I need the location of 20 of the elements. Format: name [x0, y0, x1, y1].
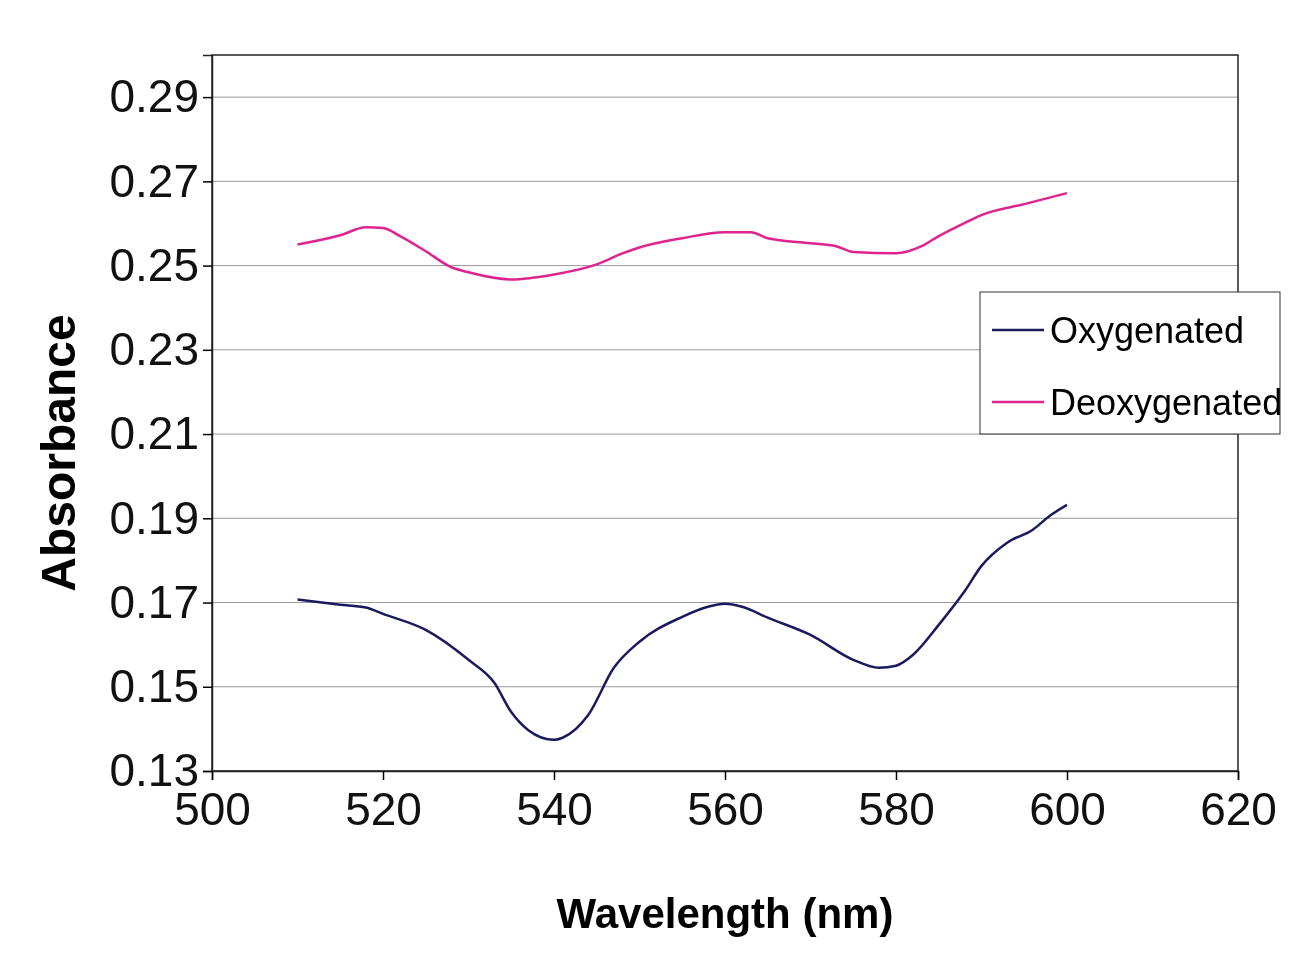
x-axis-title: Wavelength (nm)	[556, 890, 894, 937]
line-series	[296, 503, 1069, 742]
y-tick-label: 0.27	[109, 154, 199, 207]
y-tick-label: 0.17	[109, 575, 199, 628]
x-tick-label: 560	[687, 782, 764, 835]
x-tick-label: 600	[1029, 782, 1106, 835]
y-tick-label: 0.19	[109, 491, 199, 544]
x-tick-label: 540	[516, 782, 593, 835]
x-tick-label: 580	[858, 782, 935, 835]
y-tick-label: 0.21	[109, 407, 199, 460]
y-tick-label: 0.15	[109, 659, 199, 712]
legend-label: Deoxygenated	[1050, 382, 1283, 423]
legend-label: Oxygenated	[1050, 310, 1245, 351]
x-tick-label: 620	[1200, 782, 1277, 835]
y-tick-label: 0.25	[109, 238, 199, 291]
y-tick-label: 0.23	[109, 323, 199, 376]
line-series	[296, 191, 1069, 281]
x-tick-label: 520	[345, 782, 422, 835]
y-tick-label: 0.29	[109, 70, 199, 123]
y-axis-title: Absorbance	[32, 314, 85, 592]
